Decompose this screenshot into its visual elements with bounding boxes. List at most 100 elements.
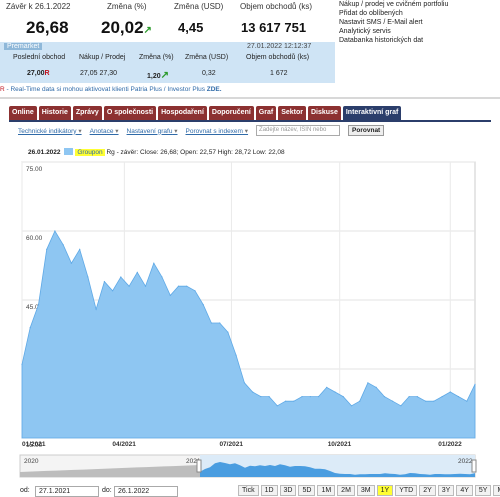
pm-volume-label: Objem obchodů (ks) [246,54,310,61]
chart-ticker: Groupon [75,149,105,156]
link-historical-data[interactable]: Databanka historických dat [339,37,424,44]
data-point [177,285,180,287]
range-button-tick[interactable]: Tick [238,485,259,496]
y-tick-label: 15.00 [26,442,43,449]
data-point [408,396,410,398]
tab-doporuceni[interactable]: Doporučení [208,106,254,121]
navigator-handle-left[interactable] [196,459,202,473]
change-usd-value: 4,45 [178,20,204,35]
change-usd-label: Změna (USD) [174,2,224,11]
link-practice-portfolio[interactable]: Nákup / prodej ve cvičném portfoliu [339,1,449,8]
tab-zpravy[interactable]: Zprávy [72,106,102,121]
data-point [293,400,295,402]
indicators-menu[interactable]: Technické indikátory [18,127,82,135]
last-trade-value: 27,00R [27,70,50,77]
tab-sektor[interactable]: Sektor [278,106,306,121]
range-button-ytd[interactable]: YTD [395,485,418,496]
compare-button[interactable]: Porovnat [348,125,385,136]
data-point [161,276,163,278]
price-chart[interactable]: 75.0060.0045.0030.0015.0001/202104/20210… [0,150,500,450]
data-point [29,327,31,329]
tab-hospodareni[interactable]: Hospodaření [158,106,207,121]
tab-online[interactable]: Online [9,106,37,121]
range-button-5y[interactable]: 5Y [474,485,492,496]
data-point [260,396,262,398]
volume-value: 13 617 751 [241,20,307,35]
data-point [276,405,278,407]
data-point [359,400,361,402]
link-set-alert[interactable]: Nastavit SMS / E-Mail alert [339,19,423,26]
quote-summary: Závěr k 26.1.2022 26,68 Změna (%) 20,02↗… [0,0,335,88]
range-button-3m[interactable]: 3M [356,485,375,496]
close-stats-row: Závěr k 26.1.2022 26,68 Změna (%) 20,02↗… [0,0,335,42]
tab-diskuse[interactable]: Diskuse [308,106,341,121]
close-label: Závěr k 26.1.2022 [6,2,71,11]
pm-change-usd-value: 0,32 [202,70,216,77]
compare-index-menu[interactable]: Porovnat s indexem [186,127,249,135]
range-button-5d[interactable]: 5D [298,485,316,496]
range-button-max[interactable]: Max [493,485,500,496]
y-tick-label: 60.00 [26,235,43,242]
data-point [210,322,212,324]
data-point [79,248,81,250]
x-tick-label: 01/2022 [438,441,462,448]
range-button-1d[interactable]: 1D [260,485,278,496]
data-point [441,396,443,398]
link-analytics[interactable]: Analytický servis [339,28,391,35]
to-date-input[interactable]: 26.1.2022 [114,486,178,497]
data-point [227,331,229,333]
tab-historie[interactable]: Historie [38,106,71,121]
pm-change-usd-label: Změna (USD) [185,54,229,61]
range-button-3y[interactable]: 3Y [437,485,455,496]
data-point [95,308,97,310]
tab-interaktivni-graf[interactable]: Interaktivní graf [342,106,402,121]
bidask-value: 27,05 27,30 [80,70,117,77]
data-point [400,405,402,407]
data-point [326,386,328,388]
range-button-3d[interactable]: 3D [279,485,297,496]
data-point [285,400,287,402]
data-point [334,391,336,393]
link-add-favorites[interactable]: Přidat do oblíbených [339,10,403,17]
date-range-bar: od: 27.1.2021 do: 26.1.2022 Tick 1D 3D 5D 1M… [0,484,500,497]
navigator-handle-right[interactable] [471,459,477,473]
range-button-1m[interactable]: 1M [317,485,336,496]
arrow-up-icon: ↗ [160,70,170,81]
data-point [186,285,188,287]
data-point [62,244,64,246]
bidask-label: Nákup / Prodej [79,54,126,61]
tab-graf[interactable]: Graf [255,106,277,121]
navigator-year-label: 2021 [186,458,201,465]
range-button-2y[interactable]: 2Y [419,485,436,496]
change-pct-value: 20,02↗ [101,18,152,37]
range-button-2m[interactable]: 2M [337,485,355,496]
data-point [46,248,48,250]
realtime-link[interactable]: ZDE. [206,86,222,93]
tab-o-spolecnosti[interactable]: O společnosti [103,106,157,121]
pm-change-pct-label: Změna (%) [139,54,174,61]
compare-search-input[interactable]: Zadejte název, ISIN nebo [256,125,341,136]
data-point [449,391,451,393]
data-point [219,322,221,324]
chart-settings-menu[interactable]: Nastavení grafu [127,127,178,135]
x-tick-label: 01/2021 [22,441,46,448]
x-tick-label: 07/2021 [219,441,243,448]
premarket-row: Premarket 27.01.2022 12:12:37 Poslední o… [0,42,335,83]
data-point [457,396,460,398]
range-button-1y[interactable]: 1Y [376,485,394,496]
range-buttons: Tick1D3D5D1M2M3M1YYTD2Y3Y4Y5YMax [238,485,500,496]
chart-date: 26.01.2022 [28,149,61,156]
data-point [153,262,155,264]
data-point [87,276,89,278]
data-point [70,262,72,264]
data-point [383,396,385,398]
premarket-badge: Premarket [4,43,43,50]
data-point [342,396,344,398]
data-point [243,382,245,384]
data-point [252,391,254,393]
data-point [103,281,105,283]
chart-navigator[interactable]: 2020 2021 2022 [0,450,500,480]
from-date-input[interactable]: 27.1.2021 [35,486,99,497]
annotations-menu[interactable]: Anotace [90,127,119,135]
range-button-4y[interactable]: 4Y [456,485,473,496]
